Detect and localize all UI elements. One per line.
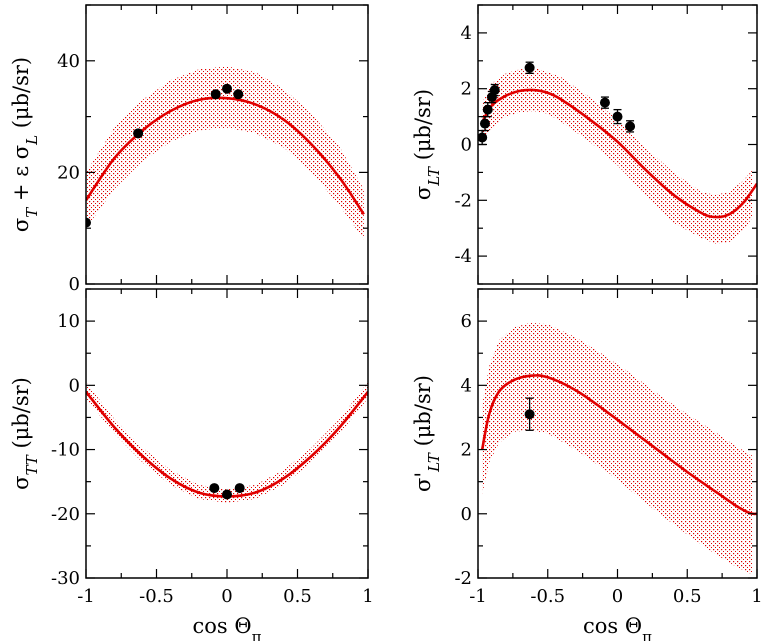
data-point [210,89,221,100]
panel-bottom-right: -2 0 2 4 6 -1 -0.5 0 0.5 1 σ'LT (μb/sr) cos Θπ [411,288,763,641]
panel-top-right: -4 -2 0 2 4 σLT (μb/sr) [411,4,758,285]
data-marker [86,217,91,228]
data-marker [482,104,493,115]
y-tick-label: -2 [454,568,472,589]
data-marker [234,483,245,494]
y-tick-label: 0 [461,135,472,156]
data-marker [599,97,610,108]
y-tick-label: 40 [57,51,80,72]
x-tick-label: 0.5 [283,586,312,607]
y-axis-label: σT + ε σL (μb/sr) [9,57,41,232]
data-marker [209,483,220,494]
data-marker [489,85,500,96]
x-tick-label: -1 [469,586,487,607]
y-tick-label: -4 [454,246,472,267]
data-point [133,128,144,139]
model-curve [86,96,365,216]
data-marker [524,62,535,73]
y-tick-label: -10 [51,440,80,461]
data-point [233,89,244,100]
data-point [489,83,500,97]
plot-area [480,322,757,575]
data-marker [478,132,488,143]
uncertainty-band [86,382,368,503]
panel-bottom-left: -30 -20 -10 0 10 -1 -0.5 0 0.5 1 σTT (μb/sr) cos Θπ [9,288,374,641]
model-curve [86,390,368,498]
x-tick-label: 1 [362,586,373,607]
x-tick-label: -0.5 [530,586,565,607]
plot-area [478,61,757,244]
plot-area [86,66,365,240]
data-marker [524,409,535,420]
data-point [524,61,535,75]
plot-area [86,382,368,503]
data-point [209,483,220,494]
y-tick-label: 0 [461,504,472,525]
y-tick-label: 0 [69,274,80,295]
x-tick-label: 1 [751,586,762,607]
y-axis-label: σ'LT (μb/sr) [411,375,443,492]
y-axis-label: σTT (μb/sr) [9,377,41,490]
y-tick-label: 2 [461,440,472,461]
data-marker [222,489,232,500]
y-tick-label: 20 [57,162,80,183]
y-tick-label: 6 [461,311,472,332]
data-point [599,96,610,109]
uncertainty-band [482,322,753,575]
y-tick-label: 2 [461,79,472,100]
data-point [222,83,232,94]
x-tick-label: -0.5 [139,586,174,607]
data-marker [625,121,636,132]
data-marker [612,111,623,122]
data-point [222,489,232,500]
data-point [612,108,623,125]
y-tick-label: 4 [461,23,472,44]
data-marker [210,89,221,100]
x-tick-label: -1 [77,586,95,607]
data-marker [479,118,490,129]
data-point [524,397,535,431]
y-tick-label: -20 [51,504,80,525]
x-tick-label: 0 [612,586,623,607]
data-point [625,120,636,133]
x-tick-label: 0 [221,586,232,607]
data-point [234,483,245,494]
data-marker [222,83,232,94]
data-marker [233,89,244,100]
y-tick-label: -30 [51,568,80,589]
x-axis-label: cos Θπ [583,614,652,641]
x-axis-label: cos Θπ [193,614,262,641]
x-tick-label: 0.5 [673,586,702,607]
y-tick-label: 10 [57,311,80,332]
y-tick-label: 4 [461,375,472,396]
model-curve [480,374,757,516]
y-axis-label: σLT (μb/sr) [411,89,443,200]
panel-top-left: 0 20 40 σT + ε σL (μb/sr) [9,4,369,295]
y-tick-label: -2 [454,190,472,211]
model-curve [481,88,757,219]
uncertainty-band [482,67,753,244]
y-tick-label: 0 [69,375,80,396]
uncertainty-band [86,66,364,240]
data-marker [133,128,144,139]
data-point [86,217,91,228]
